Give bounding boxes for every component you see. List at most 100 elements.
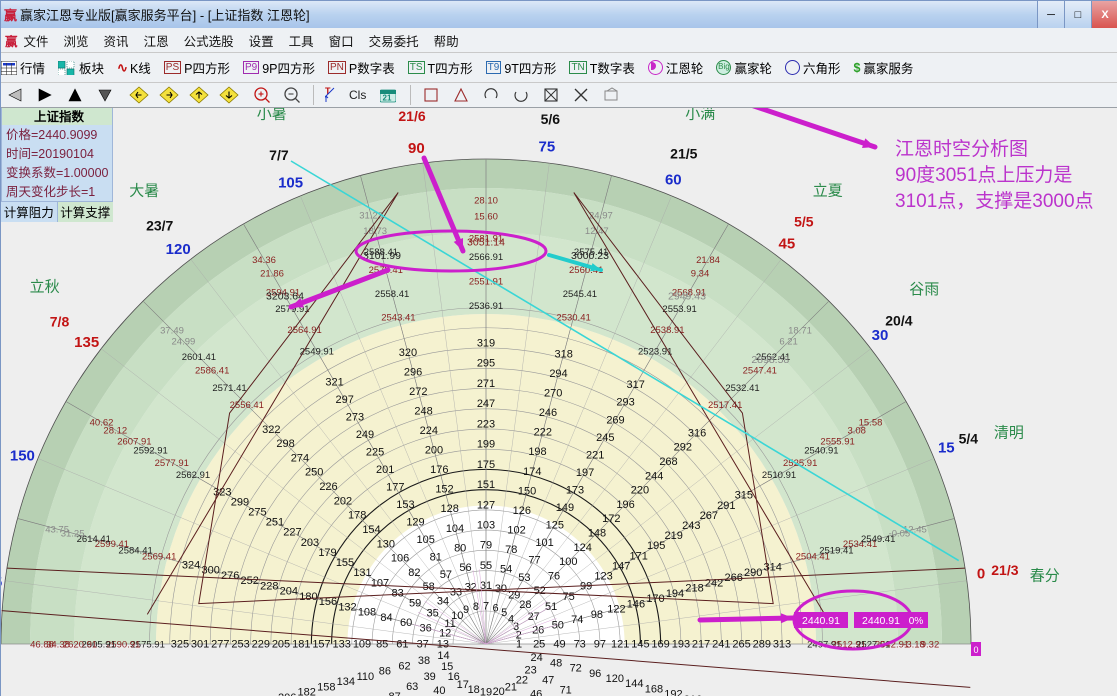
svg-text:86: 86 [379, 666, 391, 678]
svg-text:180: 180 [299, 591, 317, 603]
svg-text:27: 27 [527, 611, 539, 623]
svg-text:60: 60 [400, 617, 412, 629]
svg-text:2530.41: 2530.41 [556, 313, 590, 324]
svg-text:273: 273 [346, 411, 364, 423]
svg-text:248: 248 [414, 406, 432, 418]
svg-text:170: 170 [646, 593, 664, 605]
svg-text:324: 324 [182, 560, 200, 572]
svg-text:150: 150 [518, 485, 536, 497]
svg-text:2532.41: 2532.41 [725, 383, 759, 394]
svg-text:90: 90 [408, 140, 425, 157]
svg-text:109: 109 [353, 639, 371, 651]
svg-text:223: 223 [477, 418, 495, 430]
svg-text:198: 198 [528, 446, 546, 458]
svg-text:2898.58: 2898.58 [751, 354, 789, 366]
svg-text:181: 181 [292, 639, 310, 651]
svg-text:立秋: 立秋 [30, 279, 60, 296]
svg-text:9.34: 9.34 [691, 269, 710, 280]
svg-text:197: 197 [576, 467, 594, 479]
svg-text:200: 200 [425, 445, 443, 457]
svg-text:177: 177 [386, 481, 404, 493]
svg-text:132: 132 [338, 601, 356, 613]
svg-text:2577.91: 2577.91 [155, 458, 189, 469]
svg-text:25: 25 [533, 639, 545, 651]
svg-text:春分: 春分 [1030, 567, 1060, 584]
svg-text:251: 251 [266, 517, 284, 529]
svg-text:201: 201 [376, 464, 394, 476]
svg-text:220: 220 [631, 485, 649, 497]
svg-text:51: 51 [545, 601, 557, 613]
svg-text:274: 274 [291, 452, 309, 464]
svg-text:54: 54 [500, 564, 512, 576]
svg-text:23: 23 [524, 664, 536, 676]
svg-text:175: 175 [477, 459, 495, 471]
svg-text:319: 319 [477, 337, 495, 349]
svg-text:195: 195 [647, 540, 665, 552]
svg-text:2553.91: 2553.91 [662, 304, 696, 315]
svg-text:28.10: 28.10 [474, 195, 498, 206]
svg-text:178: 178 [348, 510, 366, 522]
svg-text:2562.91: 2562.91 [176, 470, 210, 481]
svg-text:62: 62 [398, 660, 410, 672]
svg-text:2592.91: 2592.91 [133, 446, 167, 457]
svg-text:21.86: 21.86 [260, 269, 284, 280]
svg-text:146: 146 [627, 598, 645, 610]
svg-text:127: 127 [477, 499, 495, 511]
svg-text:清明: 清明 [994, 425, 1024, 442]
svg-text:5: 5 [501, 607, 507, 619]
svg-text:131: 131 [353, 567, 371, 579]
svg-text:269: 269 [606, 414, 624, 426]
svg-text:249: 249 [356, 429, 374, 441]
svg-text:江恩时空分析图: 江恩时空分析图 [895, 138, 1028, 160]
svg-text:135: 135 [74, 334, 99, 351]
svg-text:8: 8 [473, 601, 479, 613]
svg-text:82: 82 [408, 567, 420, 579]
svg-text:7/7: 7/7 [269, 147, 289, 163]
svg-text:28.12: 28.12 [103, 425, 127, 436]
svg-text:5/6: 5/6 [541, 111, 561, 127]
svg-text:317: 317 [627, 379, 645, 391]
svg-text:81: 81 [430, 552, 442, 564]
svg-text:90度3051点上压力是: 90度3051点上压力是 [895, 164, 1072, 186]
svg-text:75: 75 [562, 591, 574, 603]
svg-text:3000.23: 3000.23 [571, 250, 609, 262]
svg-text:21/5: 21/5 [670, 145, 697, 161]
svg-text:60: 60 [665, 171, 682, 188]
svg-text:272: 272 [409, 386, 427, 398]
svg-text:20/4: 20/4 [885, 312, 912, 328]
svg-text:72: 72 [570, 663, 582, 675]
svg-text:243: 243 [682, 520, 700, 532]
svg-text:229: 229 [252, 639, 270, 651]
svg-text:107: 107 [371, 577, 389, 589]
svg-text:39: 39 [424, 671, 436, 683]
svg-text:0%: 0% [909, 616, 924, 627]
svg-text:151: 151 [477, 479, 495, 491]
svg-text:87: 87 [388, 691, 400, 696]
svg-text:47: 47 [542, 674, 554, 686]
svg-text:大暑: 大暑 [129, 182, 159, 199]
svg-text:145: 145 [631, 639, 649, 651]
svg-text:298: 298 [276, 438, 294, 450]
svg-text:321: 321 [325, 376, 343, 388]
svg-text:49: 49 [553, 639, 565, 651]
svg-text:275: 275 [248, 507, 266, 519]
svg-text:165: 165 [1, 574, 2, 591]
svg-text:123: 123 [594, 571, 612, 583]
svg-text:0: 0 [973, 645, 978, 655]
svg-text:6.21: 6.21 [779, 337, 798, 348]
svg-text:246: 246 [539, 407, 557, 419]
svg-text:59: 59 [409, 598, 421, 610]
svg-text:2547.41: 2547.41 [743, 366, 777, 377]
svg-text:299: 299 [231, 496, 249, 508]
svg-text:36: 36 [419, 622, 431, 634]
svg-text:56: 56 [459, 562, 471, 574]
svg-text:2601.41: 2601.41 [182, 352, 216, 363]
svg-text:169: 169 [651, 639, 669, 651]
svg-text:106: 106 [391, 553, 409, 565]
svg-text:2555.91: 2555.91 [820, 436, 854, 447]
svg-text:322: 322 [262, 424, 280, 436]
svg-text:325: 325 [171, 639, 189, 651]
svg-text:204: 204 [280, 586, 298, 598]
svg-text:104: 104 [446, 523, 464, 535]
svg-text:45: 45 [779, 236, 796, 253]
